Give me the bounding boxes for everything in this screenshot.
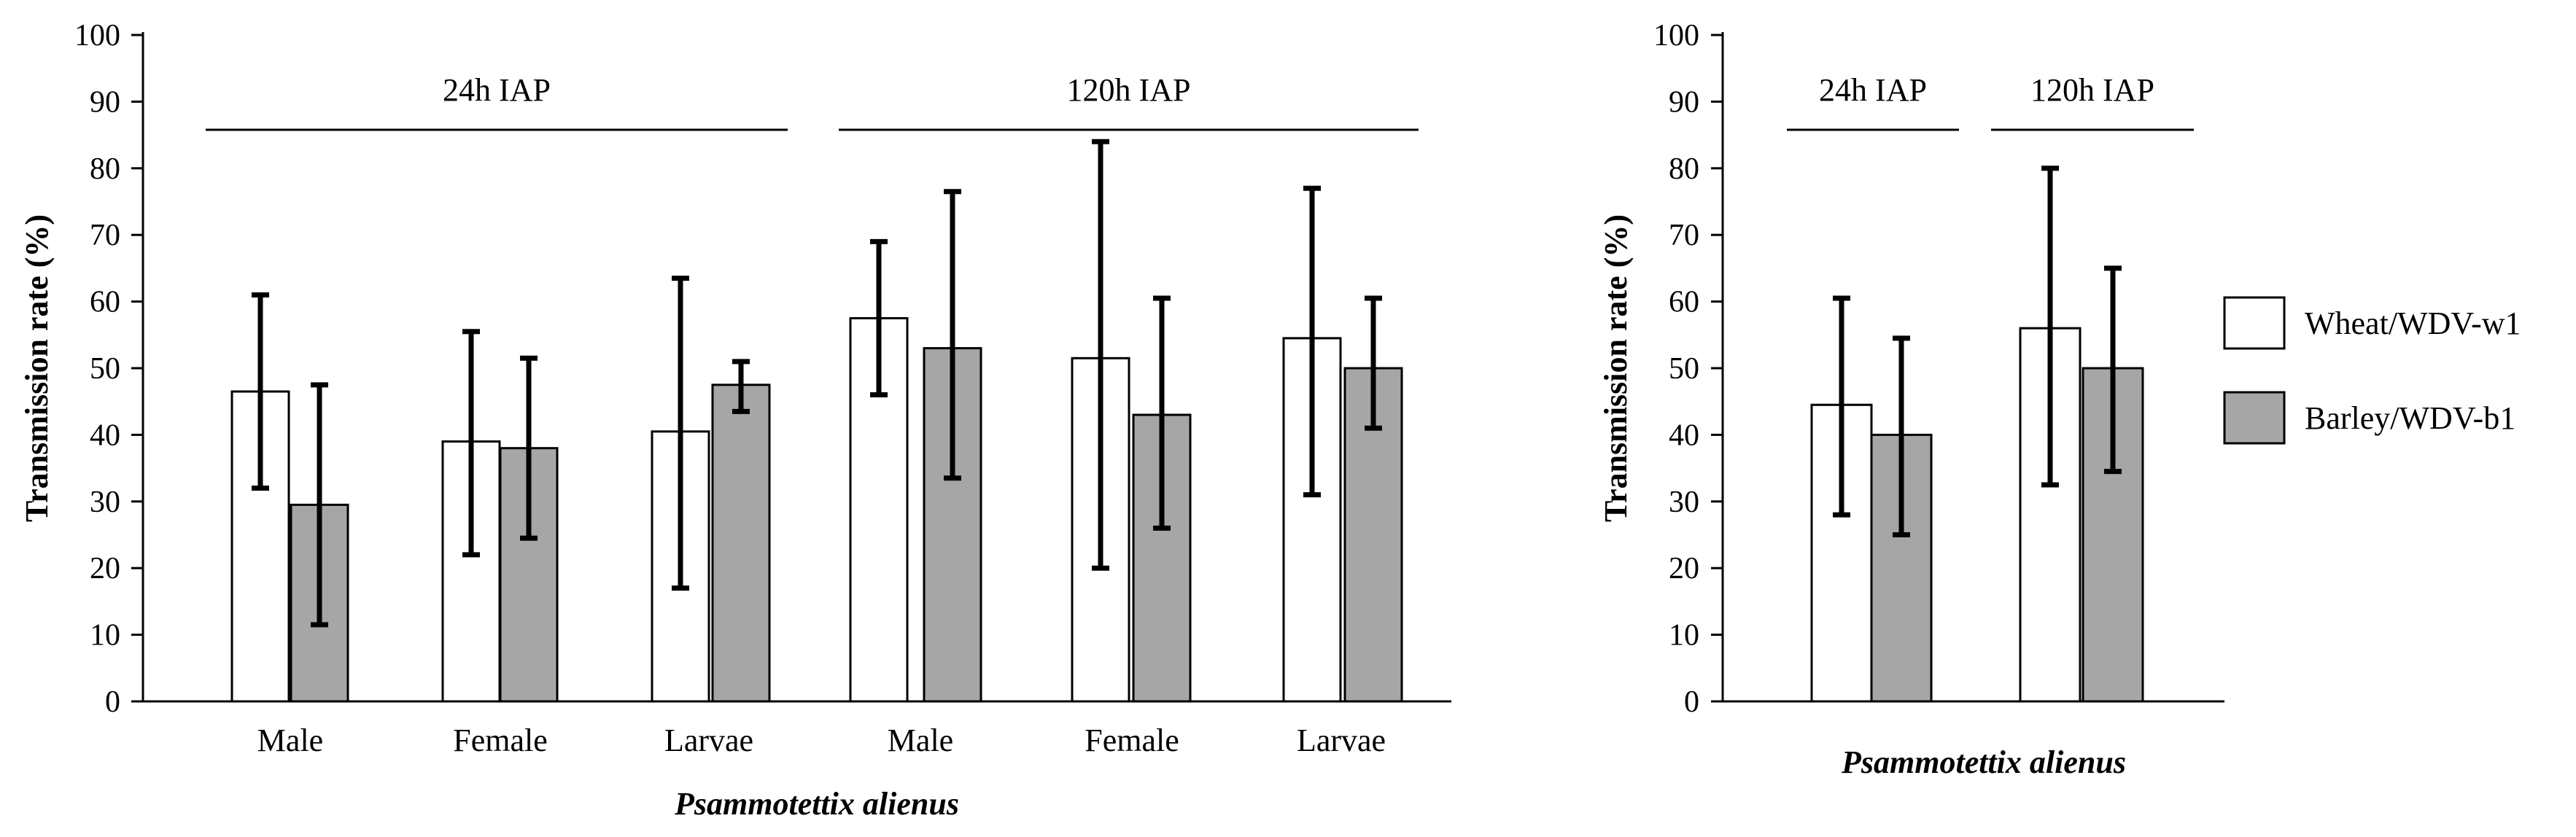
group-label: 24h IAP: [443, 72, 551, 108]
y-tick-label: 10: [1669, 619, 1699, 653]
bar: [711, 384, 771, 703]
y-tick-label: 80: [1669, 152, 1699, 186]
y-tick-label: 60: [90, 286, 120, 319]
category-label: Male: [257, 723, 323, 758]
x-axis-label: Psammotettix alienus: [1841, 744, 2126, 780]
y-tick-label: 90: [90, 85, 120, 119]
y-tick-label: 10: [90, 619, 120, 653]
x-axis-label: Psammotettix alienus: [674, 786, 959, 822]
bar: [1343, 367, 1403, 703]
y-tick-label: 20: [90, 552, 120, 585]
category-label: Female: [453, 723, 548, 758]
y-tick-label: 30: [90, 486, 120, 519]
y-tick-label: 50: [90, 352, 120, 386]
y-tick-label: 0: [1684, 685, 1699, 719]
y-tick-label: 0: [105, 685, 120, 719]
category-label: Larvae: [664, 723, 753, 758]
y-tick-label: 80: [90, 152, 120, 186]
category-label: Male: [888, 723, 953, 758]
y-axis-label: Transmission rate (%): [19, 214, 55, 522]
y-axis-label: Transmission rate (%): [1598, 214, 1634, 522]
legend-label: Barley/WDV-b1: [2305, 400, 2515, 436]
y-tick-label: 20: [1669, 552, 1699, 585]
y-tick-label: 40: [1669, 418, 1699, 452]
category-label: Female: [1085, 723, 1179, 758]
y-tick-label: 100: [74, 19, 120, 52]
y-tick-label: 70: [1669, 219, 1699, 252]
y-tick-label: 90: [1669, 85, 1699, 119]
group-label: 24h IAP: [1819, 72, 1927, 108]
legend-label: Wheat/WDV-w1: [2305, 305, 2521, 341]
y-tick-label: 40: [90, 418, 120, 452]
y-tick-label: 100: [1653, 19, 1699, 52]
legend-swatch: [2223, 391, 2286, 445]
y-tick-label: 50: [1669, 352, 1699, 386]
y-tick-label: 70: [90, 219, 120, 252]
y-tick-label: 60: [1669, 286, 1699, 319]
group-label: 120h IAP: [2030, 72, 2154, 108]
category-label: Larvae: [1297, 723, 1386, 758]
legend-swatch: [2223, 296, 2286, 350]
y-tick-label: 30: [1669, 486, 1699, 519]
group-label: 120h IAP: [1067, 72, 1191, 108]
